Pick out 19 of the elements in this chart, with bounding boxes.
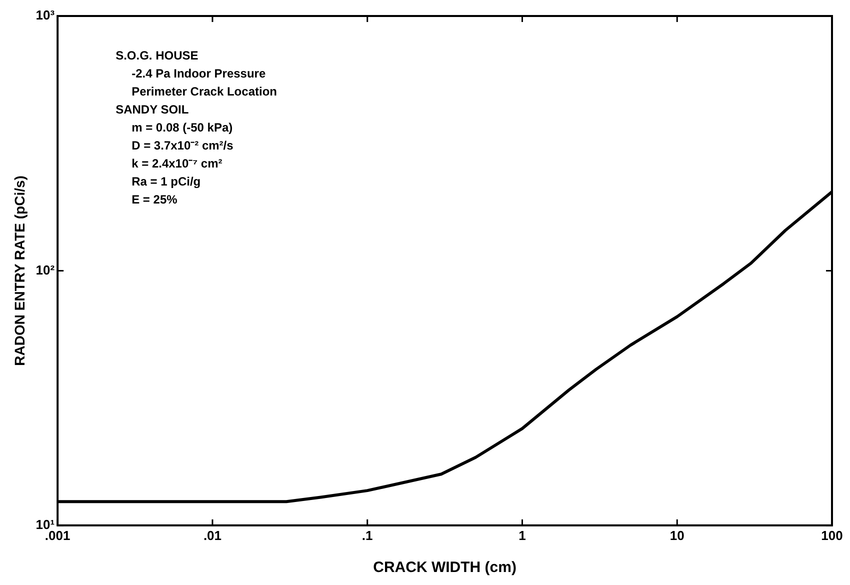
y-tick-label: 10² <box>36 262 56 278</box>
y-tick-label: 10³ <box>36 8 56 23</box>
annotation: -2.4 Pa Indoor Pressure <box>132 66 266 80</box>
y-axis-title: RADON ENTRY RATE (pCi/s) <box>11 176 28 366</box>
annotation: Ra = 1 pCi/g <box>132 174 201 188</box>
annotation: m = 0.08 (-50 kPa) <box>132 120 233 134</box>
x-tick-label: 100 <box>821 528 843 543</box>
annotation: D = 3.7x10⁻² cm²/s <box>132 138 234 152</box>
x-tick-label: 1 <box>518 528 526 543</box>
annotation: SANDY SOIL <box>116 102 189 116</box>
annotation: k = 2.4x10⁻⁷ cm² <box>132 156 222 170</box>
annotation: Perimeter Crack Location <box>132 84 277 98</box>
y-tick-label: 10¹ <box>36 516 55 532</box>
annotation: S.O.G. HOUSE <box>116 48 198 62</box>
x-tick-label: .01 <box>203 528 222 543</box>
annotation: E = 25% <box>132 192 178 206</box>
x-tick-label: 10 <box>670 528 684 543</box>
x-tick-label: .1 <box>362 528 373 543</box>
x-axis-title: CRACK WIDTH (cm) <box>373 559 516 576</box>
